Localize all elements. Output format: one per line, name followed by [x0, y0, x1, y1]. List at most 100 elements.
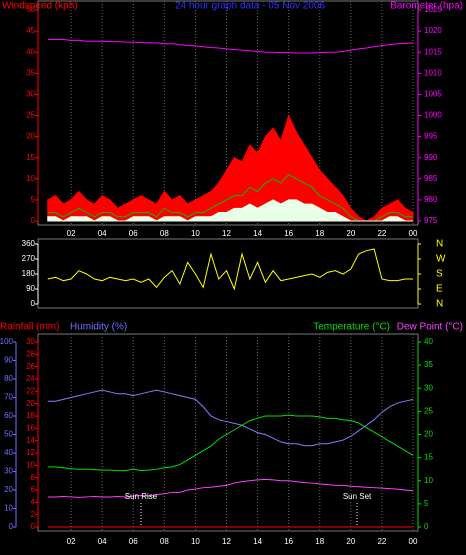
y-tick-label: 30 [424, 383, 433, 392]
y-tick-label: 975 [424, 216, 438, 225]
y-tick-label: 1015 [424, 47, 442, 56]
y-tick-label: 10 [26, 174, 35, 183]
y-tick-label: 360 [22, 239, 36, 248]
y-tick-label: N [436, 239, 443, 250]
x-tick-label: 10 [191, 537, 200, 546]
y-tick-label: 20 [26, 132, 35, 141]
axis-title: Temperature (°C) [313, 322, 390, 333]
y-tick-label: 30 [26, 90, 35, 99]
y-tick-label: 20 [424, 430, 433, 439]
y-tick-label: 5 [31, 195, 36, 204]
x-tick-label: 02 [67, 537, 76, 546]
x-tick-label: 16 [284, 537, 293, 546]
y-tick-label: 5 [424, 499, 429, 508]
x-tick-label: 08 [160, 229, 169, 238]
x-tick-label: 06 [129, 229, 138, 238]
axis-title: Barometer (hpa) [390, 1, 463, 12]
axis-title: Humidity (%) [70, 322, 127, 333]
y-tick-label: 1025 [424, 5, 442, 14]
y-tick-label: 10 [4, 504, 13, 513]
y-tick-label: 16 [26, 423, 35, 432]
x-tick-label: 04 [98, 537, 107, 546]
x-tick-label: 00 [409, 537, 418, 546]
y-tick-label: 60 [4, 411, 13, 420]
y-tick-label: 995 [424, 132, 438, 141]
x-tick-label: 22 [377, 537, 386, 546]
y-tick-label: E [436, 284, 443, 295]
y-tick-label: 25 [424, 406, 433, 415]
y-tick-label: 180 [22, 269, 36, 278]
x-tick-label: 14 [253, 537, 262, 546]
series-line [47, 389, 414, 447]
plot-frame [37, 333, 419, 532]
series-area [47, 114, 414, 222]
y-tick-label: 20 [4, 485, 13, 494]
axis-title: Rainfall (mm) [0, 322, 59, 333]
y-tick-label: 22 [26, 386, 35, 395]
x-tick-label: 14 [253, 229, 262, 238]
y-tick-label: 270 [22, 254, 36, 263]
y-tick-label: 24 [26, 374, 35, 383]
x-tick-label: 20 [346, 537, 355, 546]
y-tick-label: 100 [0, 337, 14, 346]
y-tick-label: 4 [31, 497, 36, 506]
y-tick-label: 25 [26, 111, 35, 120]
y-tick-label: 1010 [424, 68, 442, 77]
y-tick-label: 0 [31, 216, 36, 225]
series-line [47, 478, 414, 498]
x-tick-label: 20 [346, 229, 355, 238]
y-tick-label: 90 [4, 356, 13, 365]
y-tick-label: 10 [26, 460, 35, 469]
y-tick-label: 40 [26, 47, 35, 56]
y-tick-label: 1020 [424, 26, 442, 35]
y-tick-label: 70 [4, 393, 13, 402]
y-tick-label: 15 [424, 453, 433, 462]
y-tick-label: 12 [26, 448, 35, 457]
x-tick-label: 12 [222, 537, 231, 546]
series-line [47, 39, 414, 54]
series-line [47, 173, 413, 222]
x-tick-label: 16 [284, 229, 293, 238]
annotation: Sun Set [343, 492, 372, 501]
y-tick-label: 2 [31, 510, 36, 519]
annotation: Sun Rise [125, 492, 158, 501]
y-tick-label: 0 [31, 522, 36, 531]
y-tick-label: 8 [31, 473, 36, 482]
x-tick-label: 10 [191, 229, 200, 238]
y-tick-label: 15 [26, 153, 35, 162]
y-tick-label: 40 [424, 337, 433, 346]
y-tick-label: 40 [4, 448, 13, 457]
y-tick-label: 6 [31, 485, 36, 494]
y-tick-label: 1000 [424, 111, 442, 120]
x-tick-label: 00 [409, 229, 418, 238]
y-tick-label: 0 [31, 299, 36, 308]
y-tick-label: 26 [26, 362, 35, 371]
axis-title: Windspeed (kph) [2, 1, 78, 12]
y-tick-label: 20 [26, 399, 35, 408]
series-area [47, 199, 413, 222]
legend-label: Dew Point (°C) [397, 322, 463, 333]
y-tick-label: 10 [424, 476, 433, 485]
y-tick-label: 30 [4, 467, 13, 476]
series-line [47, 248, 413, 291]
x-tick-label: 02 [67, 229, 76, 238]
y-tick-label: N [436, 299, 443, 310]
y-tick-label: S [436, 269, 443, 280]
y-tick-label: 0 [9, 522, 14, 531]
y-tick-label: 80 [4, 374, 13, 383]
y-tick-label: 985 [424, 174, 438, 183]
y-tick-label: 45 [26, 26, 35, 35]
y-tick-label: 90 [26, 284, 35, 293]
y-tick-label: 990 [424, 153, 438, 162]
x-tick-label: 22 [377, 229, 386, 238]
y-tick-label: 30 [26, 337, 35, 346]
y-tick-label: 0 [424, 522, 429, 531]
y-tick-label: 35 [26, 68, 35, 77]
x-tick-label: 04 [98, 229, 107, 238]
y-tick-label: 35 [424, 360, 433, 369]
x-tick-label: 12 [222, 229, 231, 238]
y-tick-label: 50 [4, 430, 13, 439]
x-tick-label: 18 [315, 229, 324, 238]
y-tick-label: 980 [424, 195, 438, 204]
